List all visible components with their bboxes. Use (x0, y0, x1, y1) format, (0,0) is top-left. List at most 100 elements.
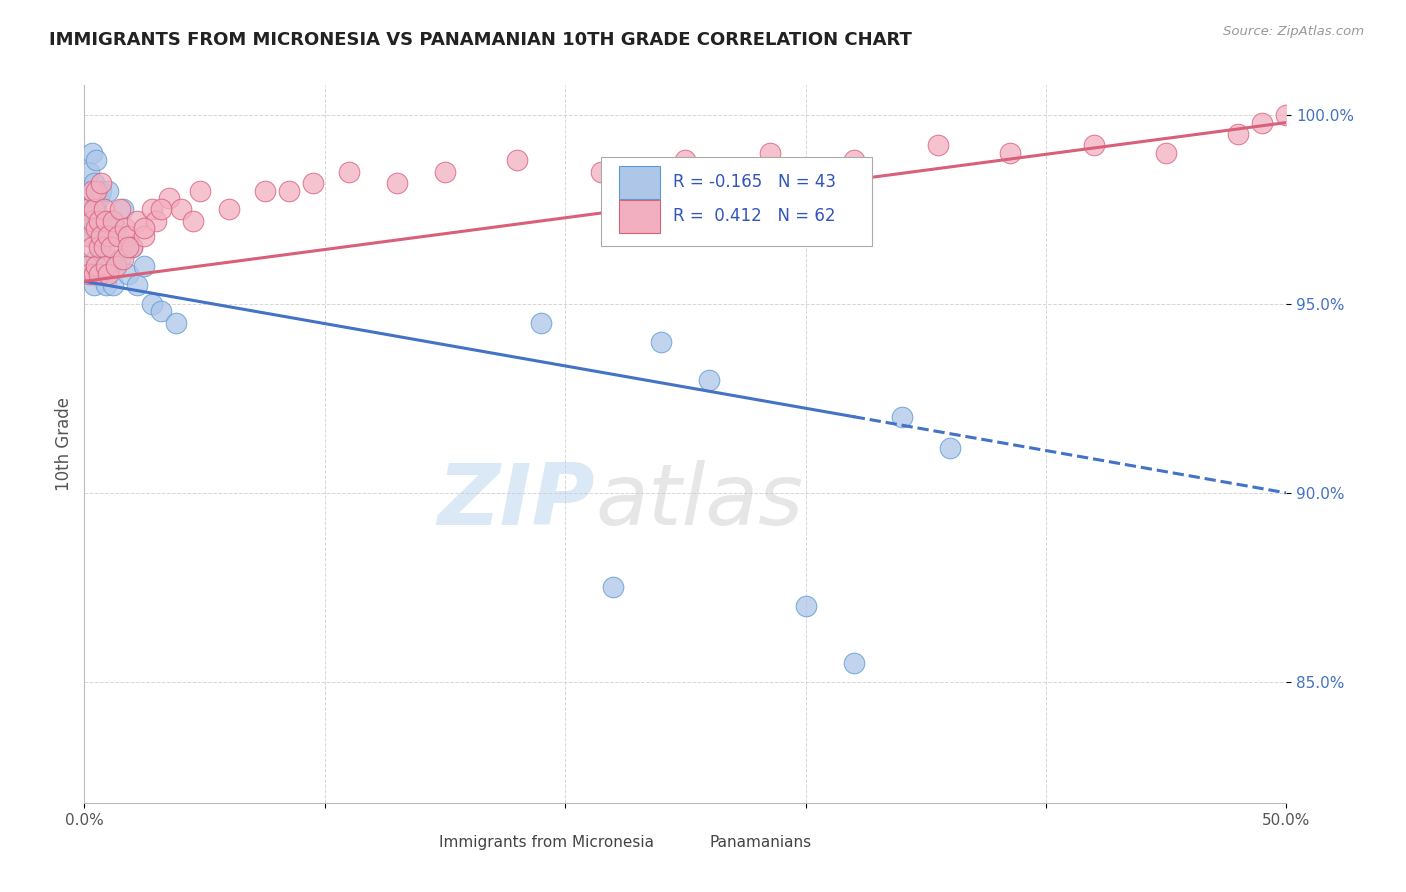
Point (94, 259, 117, 273)
Point (337, 164, 360, 178)
Point (76, 228, 98, 243)
Point (87, 240, 110, 254)
Point (110, 202, 132, 217)
Point (169, 202, 191, 217)
Point (83, 202, 105, 217)
Point (93, 259, 115, 273)
Point (86, 259, 108, 273)
Point (93, 214, 115, 228)
Point (699, 372, 721, 386)
FancyBboxPatch shape (671, 830, 702, 856)
Point (86, 252, 108, 266)
Point (157, 191, 180, 205)
Point (1227, 127, 1250, 141)
Point (1251, 115, 1274, 129)
Point (87, 191, 110, 205)
Point (111, 252, 134, 266)
Point (253, 184, 276, 198)
Point (97, 228, 120, 243)
Point (675, 153, 697, 168)
Point (86, 221, 108, 235)
Point (100, 259, 122, 273)
FancyBboxPatch shape (619, 166, 661, 199)
Point (80, 145, 103, 160)
Point (83, 267, 105, 281)
Point (97, 228, 120, 243)
Point (141, 297, 163, 311)
Point (83, 221, 105, 235)
Point (1083, 138, 1105, 153)
Point (150, 202, 173, 217)
Point (83, 176, 105, 190)
Point (145, 214, 167, 228)
Point (150, 304, 173, 318)
Point (506, 153, 529, 168)
Point (111, 202, 134, 217)
Point (90, 240, 112, 254)
Point (434, 164, 457, 178)
Point (939, 441, 962, 455)
Point (127, 214, 149, 228)
Point (77, 267, 100, 281)
Point (77, 164, 100, 178)
Text: IMMIGRANTS FROM MICRONESIA VS PANAMANIAN 10TH GRADE CORRELATION CHART: IMMIGRANTS FROM MICRONESIA VS PANAMANIAN… (49, 31, 912, 49)
Point (218, 202, 240, 217)
FancyBboxPatch shape (619, 201, 661, 234)
Text: Source: ZipAtlas.com: Source: ZipAtlas.com (1223, 25, 1364, 38)
Point (83, 278, 105, 293)
Point (842, 656, 865, 670)
Point (80, 240, 103, 254)
Point (93, 240, 115, 254)
Y-axis label: 10th Grade: 10th Grade (55, 397, 73, 491)
Point (87, 214, 110, 228)
Point (121, 240, 143, 254)
Text: atlas: atlas (595, 459, 803, 542)
Point (141, 202, 163, 217)
Point (90, 184, 112, 198)
Point (842, 153, 865, 168)
Point (530, 316, 553, 330)
Point (650, 334, 672, 349)
Point (90, 228, 112, 243)
Text: R =  0.412   N = 62: R = 0.412 N = 62 (673, 207, 837, 225)
Point (90, 176, 112, 190)
Point (1275, 108, 1298, 122)
Point (121, 240, 143, 254)
Point (188, 184, 211, 198)
Point (104, 221, 127, 235)
Point (134, 259, 156, 273)
Point (890, 410, 912, 425)
FancyBboxPatch shape (602, 157, 872, 246)
Text: ZIP: ZIP (437, 459, 595, 542)
Point (77, 202, 100, 217)
Point (87, 267, 110, 281)
Point (77, 259, 100, 273)
Point (165, 316, 187, 330)
Point (602, 581, 624, 595)
Point (80, 214, 103, 228)
Point (794, 599, 817, 614)
Point (93, 202, 115, 217)
Point (181, 214, 204, 228)
Point (76, 184, 98, 198)
Point (117, 267, 139, 281)
Point (127, 278, 149, 293)
Point (591, 164, 613, 178)
FancyBboxPatch shape (401, 830, 432, 856)
Point (927, 138, 949, 153)
Point (301, 176, 323, 190)
Point (86, 202, 108, 217)
Point (103, 214, 125, 228)
Point (117, 228, 139, 243)
Point (385, 176, 408, 190)
Point (80, 214, 103, 228)
Point (134, 221, 156, 235)
Point (104, 259, 127, 273)
Point (80, 184, 103, 198)
Point (87, 267, 110, 281)
Point (76, 259, 98, 273)
Point (100, 240, 122, 254)
Point (110, 252, 132, 266)
Point (998, 145, 1021, 160)
Point (134, 228, 156, 243)
